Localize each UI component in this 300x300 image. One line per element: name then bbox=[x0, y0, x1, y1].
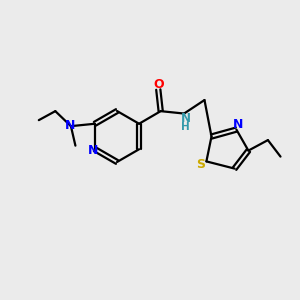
Text: S: S bbox=[196, 158, 206, 171]
Text: H: H bbox=[181, 122, 190, 132]
Text: N: N bbox=[88, 144, 99, 157]
Text: N: N bbox=[65, 119, 76, 132]
Text: N: N bbox=[233, 118, 243, 131]
Text: N: N bbox=[181, 112, 190, 125]
Text: O: O bbox=[153, 78, 164, 91]
